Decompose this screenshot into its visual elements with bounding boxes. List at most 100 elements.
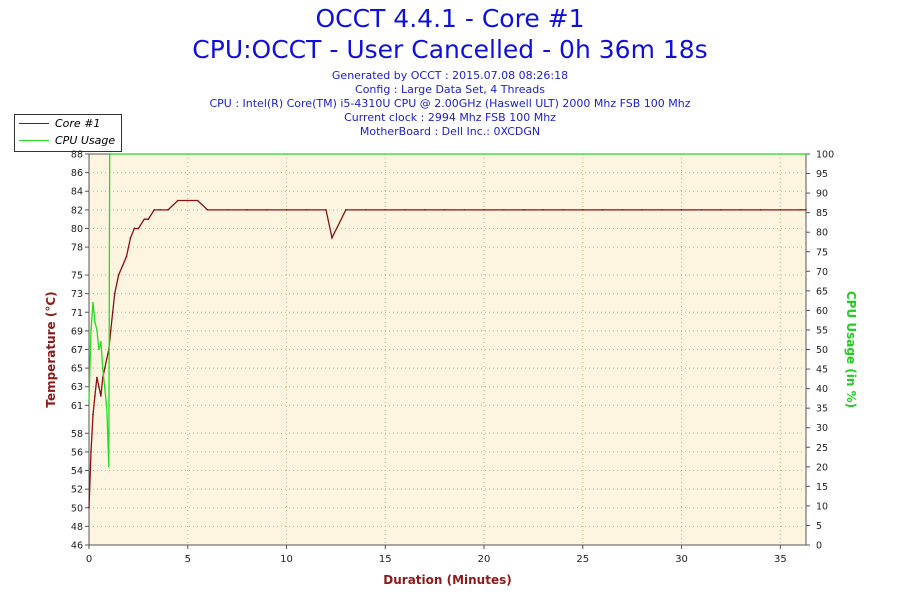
- data-point: [147, 218, 150, 220]
- data-point: [153, 209, 155, 211]
- legend-swatch-core: [19, 123, 49, 124]
- data-point: [562, 209, 564, 211]
- y2-tick-label: 95: [816, 169, 828, 180]
- data-point: [105, 407, 108, 409]
- data-point: [105, 358, 108, 360]
- y2-tick-label: 10: [816, 501, 828, 512]
- info-clock: Current clock : 2994 Mhz FSB 100 Mhz: [344, 111, 556, 124]
- y-tick-label: 84: [71, 187, 83, 198]
- info-motherboard: MotherBoard : Dell Inc.: 0XCDGN: [359, 125, 541, 138]
- data-point: [88, 399, 90, 402]
- data-point: [542, 209, 545, 211]
- x-tick-label: 30: [675, 554, 688, 565]
- y-tick-label: 73: [71, 289, 83, 300]
- y2-tick-label: 40: [816, 384, 828, 395]
- data-point: [384, 209, 387, 211]
- chart-title: OCCT 4.4.1 - Core #1: [315, 4, 585, 33]
- y2-tick-label: 85: [816, 208, 828, 219]
- info-cpu: CPU : Intel(R) Core(TM) i5-4310U CPU @ 2…: [209, 97, 691, 110]
- y2-tick-label: 45: [816, 365, 828, 376]
- y-tick-label: 82: [71, 205, 83, 216]
- legend-swatch-cpu-usage: [19, 140, 49, 141]
- data-point: [186, 199, 189, 202]
- y2-tick-label: 50: [816, 345, 828, 356]
- data-point: [104, 367, 106, 369]
- data-point: [90, 329, 92, 331]
- data-point: [522, 209, 525, 211]
- data-point: [779, 209, 782, 211]
- info-generated: Generated by OCCT : 2015.07.08 08:26:18: [331, 69, 569, 82]
- data-point: [121, 264, 124, 267]
- y2-axis-label: CPU Usage (in %): [844, 291, 858, 408]
- data-point: [117, 274, 120, 276]
- data-point: [98, 348, 100, 351]
- data-point: [265, 209, 268, 211]
- series-cpu-usage: [88, 153, 807, 468]
- data-point: [125, 255, 128, 258]
- x-tick-label: 25: [576, 554, 589, 565]
- x-axis-label: Duration (Minutes): [383, 573, 511, 587]
- data-point: [129, 236, 132, 239]
- y2-tick-label: 15: [816, 482, 828, 493]
- data-point: [100, 395, 102, 397]
- data-point: [133, 227, 136, 230]
- data-point: [94, 321, 96, 323]
- y-tick-label: 58: [71, 429, 83, 440]
- y2-tick-label: 55: [816, 325, 828, 336]
- data-point: [113, 292, 116, 295]
- data-point: [206, 209, 209, 211]
- data-point: [143, 218, 146, 220]
- y-tick-label: 75: [71, 271, 83, 282]
- data-point: [344, 209, 347, 211]
- data-point: [502, 209, 505, 211]
- y-tick-label: 52: [71, 485, 83, 496]
- data-point: [94, 395, 96, 397]
- y-tick-label: 54: [71, 466, 83, 477]
- y-tick-label: 48: [71, 522, 83, 533]
- data-point: [740, 209, 742, 211]
- data-point: [285, 209, 288, 211]
- y-tick-label: 78: [71, 243, 83, 254]
- y-tick-label: 88: [71, 150, 83, 161]
- data-point: [109, 330, 112, 332]
- y2-tick-label: 90: [816, 189, 828, 200]
- data-point: [196, 199, 199, 202]
- legend-item-cpu-usage: CPU Usage: [15, 132, 121, 149]
- data-point: [167, 209, 169, 211]
- y2-tick-label: 70: [816, 267, 828, 278]
- data-point: [246, 209, 248, 211]
- y2-tick-label: 60: [816, 306, 828, 317]
- data-point: [582, 209, 584, 211]
- legend-label-core: Core #1: [55, 117, 101, 130]
- y2-tick-label: 65: [816, 286, 828, 297]
- y-tick-label: 63: [71, 382, 83, 393]
- x-tick-label: 10: [280, 554, 293, 565]
- x-tick-label: 20: [478, 554, 491, 565]
- data-point: [483, 209, 485, 211]
- y-tick-label: 71: [71, 308, 83, 319]
- y2-tick-label: 35: [816, 404, 828, 415]
- x-tick-label: 5: [185, 554, 191, 565]
- legend-label-cpu-usage: CPU Usage: [55, 134, 116, 147]
- data-point: [96, 329, 98, 331]
- data-point: [107, 466, 110, 468]
- y2-tick-label: 100: [816, 150, 834, 161]
- y2-tick-label: 30: [816, 423, 828, 434]
- data-point: [601, 209, 604, 211]
- data-point: [720, 209, 722, 211]
- y-tick-label: 65: [71, 364, 83, 375]
- data-point: [463, 209, 466, 211]
- data-point: [680, 209, 683, 211]
- data-point: [759, 209, 762, 211]
- y-tick-label: 56: [71, 447, 83, 458]
- legend-item-core: Core #1: [15, 115, 121, 132]
- data-point: [661, 209, 663, 211]
- axis-ticks: 4648505254565861636567697173757880828486…: [71, 150, 834, 566]
- y2-tick-label: 0: [816, 541, 822, 552]
- data-point: [404, 209, 406, 211]
- chart-info: Generated by OCCT : 2015.07.08 08:26:18 …: [0, 69, 900, 139]
- y-tick-label: 86: [71, 168, 83, 179]
- plot-area: [88, 153, 807, 546]
- x-tick-label: 0: [86, 554, 92, 565]
